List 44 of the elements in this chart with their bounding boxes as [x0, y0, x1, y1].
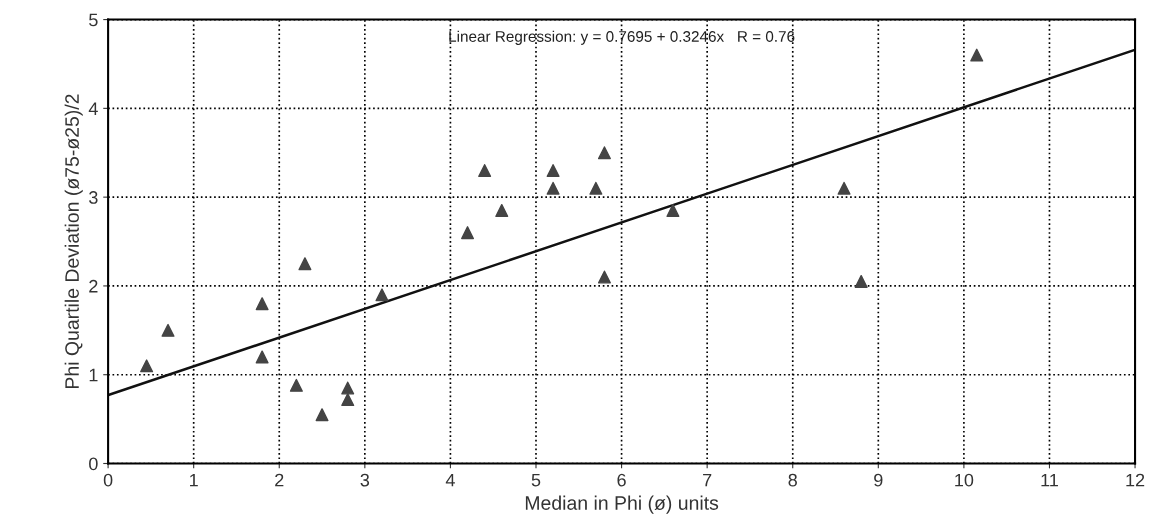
x-tick-label: 11 [1041, 473, 1058, 487]
x-tick-label: 1 [190, 473, 198, 487]
y-tick-label: 2 [89, 279, 98, 293]
point [161, 323, 175, 337]
point [341, 393, 355, 407]
point [255, 350, 269, 364]
point [495, 203, 509, 217]
point [255, 297, 269, 311]
point [461, 226, 475, 240]
point [289, 378, 303, 392]
point [546, 181, 560, 195]
x-tick-label: 8 [788, 473, 797, 487]
point [589, 181, 603, 195]
point [478, 164, 492, 178]
annotation: Linear Regression: y = 0.7695 + 0.3246x R = 0.76 [449, 30, 795, 45]
point [298, 257, 312, 271]
point [597, 146, 611, 160]
x-tick-label: 10 [955, 473, 974, 487]
x-axis-title: Median in Phi (ø) units [525, 495, 719, 514]
x-tick-label: 5 [531, 473, 541, 487]
y-tick-label: 4 [88, 102, 98, 115]
y-tick-label: 5 [89, 13, 98, 27]
x-tick-label: 12 [1126, 473, 1145, 487]
x-tick-label: 6 [617, 473, 626, 487]
point [315, 408, 329, 422]
y-tick-label: 0 [89, 457, 98, 471]
point [854, 274, 868, 288]
x-tick-label: 0 [103, 473, 113, 487]
point [375, 288, 389, 302]
x-tick-label: 7 [703, 473, 712, 487]
point [546, 164, 560, 178]
point [666, 203, 680, 217]
point [341, 381, 355, 395]
point [597, 270, 611, 284]
y-tick-label: 3 [89, 191, 98, 204]
point [837, 181, 851, 195]
x-tick-label: 3 [360, 473, 370, 487]
x-tick-label: 9 [874, 473, 883, 487]
x-tick-label: 4 [445, 473, 455, 487]
y-tick-label: 1 [89, 368, 98, 382]
x-tick-label: 2 [275, 473, 284, 487]
point [140, 359, 154, 373]
point [970, 48, 984, 62]
y-axis-title: Phi Quartile Deviation (ø75-ø25)/2 [64, 94, 83, 388]
